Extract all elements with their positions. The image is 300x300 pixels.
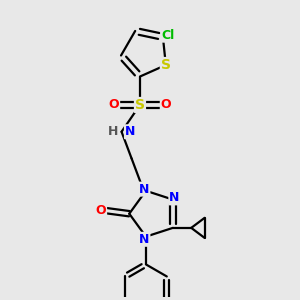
Text: S: S [135, 98, 145, 112]
Text: N: N [139, 233, 149, 246]
Text: S: S [161, 58, 171, 72]
Text: N: N [139, 183, 149, 196]
Text: H: H [108, 125, 118, 138]
Text: Cl: Cl [161, 29, 175, 42]
Text: N: N [169, 191, 180, 204]
Text: N: N [125, 125, 135, 138]
Text: O: O [161, 98, 171, 112]
Text: O: O [95, 204, 106, 217]
Text: O: O [109, 98, 119, 112]
